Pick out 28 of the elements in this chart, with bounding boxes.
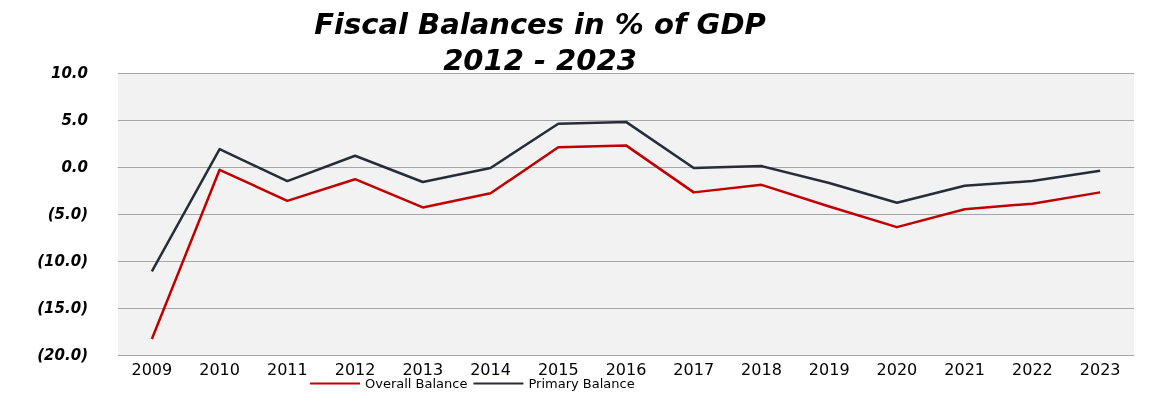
y-tick-label: (15.0) <box>37 299 88 317</box>
line-series <box>150 120 1102 273</box>
chart-title: Fiscal Balances in % of GDP <box>314 6 766 41</box>
y-tick-label: (10.0) <box>37 252 88 270</box>
y-tick-label: 0.0 <box>61 158 88 176</box>
x-tick-label: 2011 <box>266 359 308 379</box>
y-tick-label: (20.0) <box>37 346 88 364</box>
x-tick-label: 2014 <box>470 359 511 379</box>
x-tick-label: 2016 <box>605 359 647 379</box>
x-tick-label: 2021 <box>944 359 986 379</box>
x-tick-label: 2023 <box>1079 359 1121 379</box>
y-tick-label: 10.0 <box>50 64 88 82</box>
x-tick-label: 2019 <box>808 359 850 379</box>
legend-label: Overall Balance <box>365 376 468 391</box>
x-tick-label: 2018 <box>741 359 782 379</box>
line-series <box>150 144 1102 341</box>
x-tick-label: 2010 <box>199 359 240 379</box>
x-tick-label: 2015 <box>537 359 579 379</box>
x-tick-label: 2020 <box>876 359 918 379</box>
chart-subtitle: 2012 - 2023 <box>443 42 637 77</box>
legend-label: Primary Balance <box>528 376 635 391</box>
x-tick-label: 2013 <box>402 359 444 379</box>
x-tick-label: 2012 <box>334 359 376 379</box>
x-tick-label: 2022 <box>1012 359 1053 379</box>
x-tick-label: 2017 <box>673 359 715 379</box>
x-tick-label: 2009 <box>131 359 173 379</box>
y-tick-label: 5.0 <box>61 111 88 129</box>
y-tick-label: (5.0) <box>47 205 88 223</box>
